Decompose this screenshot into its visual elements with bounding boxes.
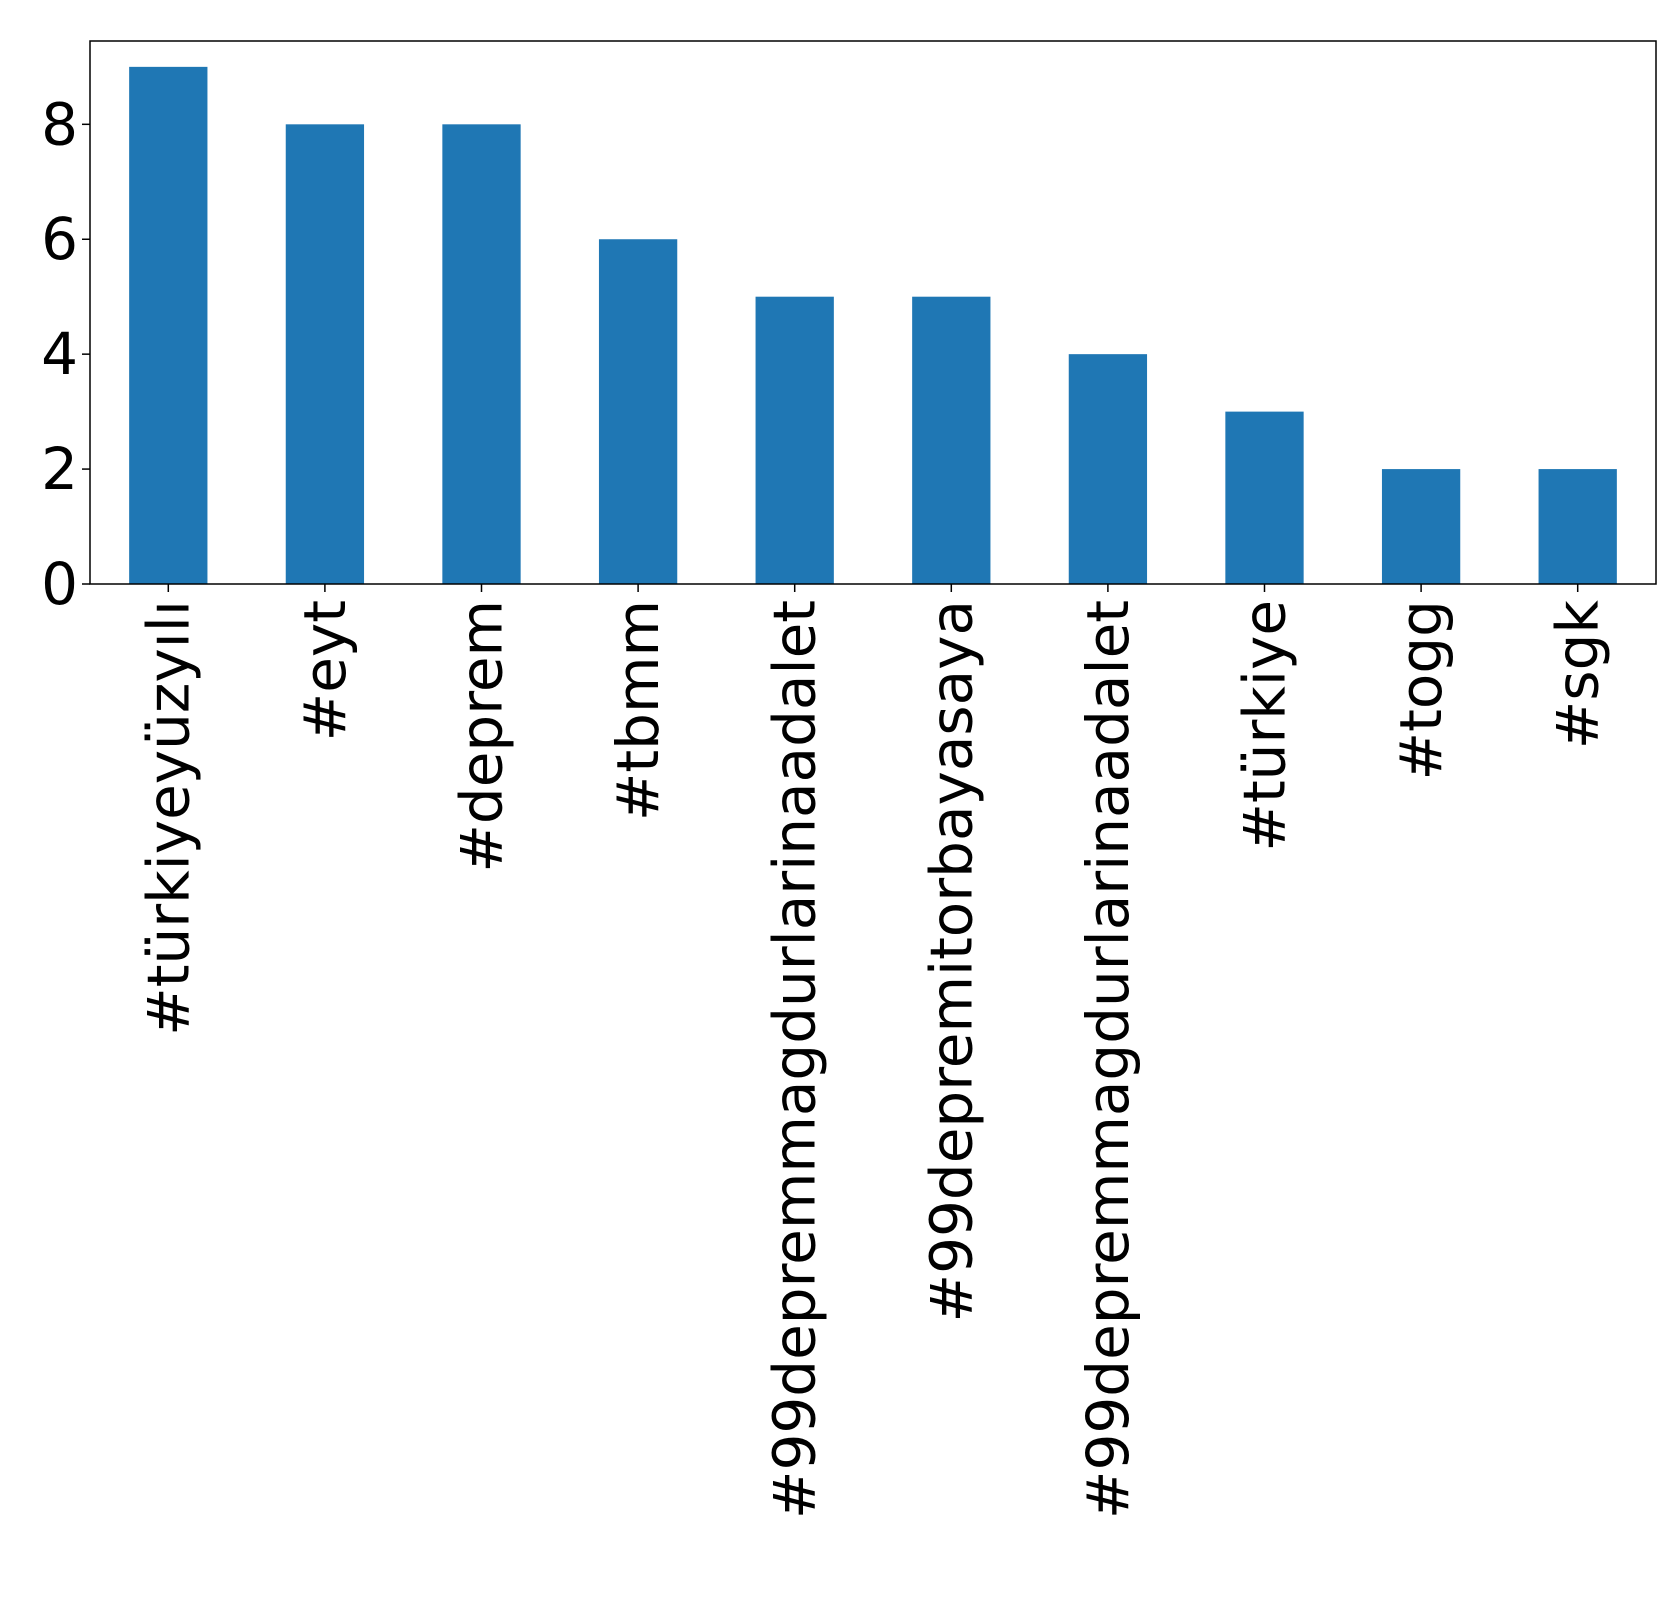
x-tick-label: #99depremmagdurlarinaadalet <box>761 600 829 1519</box>
bar <box>1225 411 1304 584</box>
x-tick-label: #tbmm <box>604 600 672 821</box>
x-axis: #türkiyeyüzyılı #eyt #deprem #tbmm #99deprem… <box>134 584 1612 1519</box>
x-tick-label: #togg <box>1387 600 1455 780</box>
bar <box>1381 469 1461 584</box>
y-tick-label: 0 <box>41 550 78 618</box>
bars-layer <box>129 66 1617 585</box>
x-tick-label: #türkiye <box>1231 600 1299 852</box>
bar <box>442 124 521 585</box>
bar <box>285 124 365 585</box>
x-tick-label: #99depremmagdurlarinaadalet <box>1074 600 1142 1519</box>
bar <box>912 296 991 584</box>
x-tick-label: #deprem <box>448 600 516 873</box>
bar <box>1538 469 1617 584</box>
y-tick-label: 2 <box>41 435 78 503</box>
bar <box>1068 354 1148 584</box>
y-tick-label: 8 <box>41 90 78 158</box>
x-tick-label: #99depremitorbayasaya <box>917 600 985 1323</box>
bar <box>129 66 208 585</box>
x-tick-label: #eyt <box>291 600 359 741</box>
y-tick-label: 6 <box>41 205 78 273</box>
plot-frame <box>89 40 1657 585</box>
bar <box>755 296 834 584</box>
x-tick-label: #türkiyeyüzyılı <box>134 600 202 1036</box>
y-tick-label: 4 <box>41 320 78 388</box>
bar <box>598 239 678 584</box>
y-axis: 0 2 4 6 8 <box>41 90 90 618</box>
x-tick-label: #sgk <box>1544 600 1612 750</box>
